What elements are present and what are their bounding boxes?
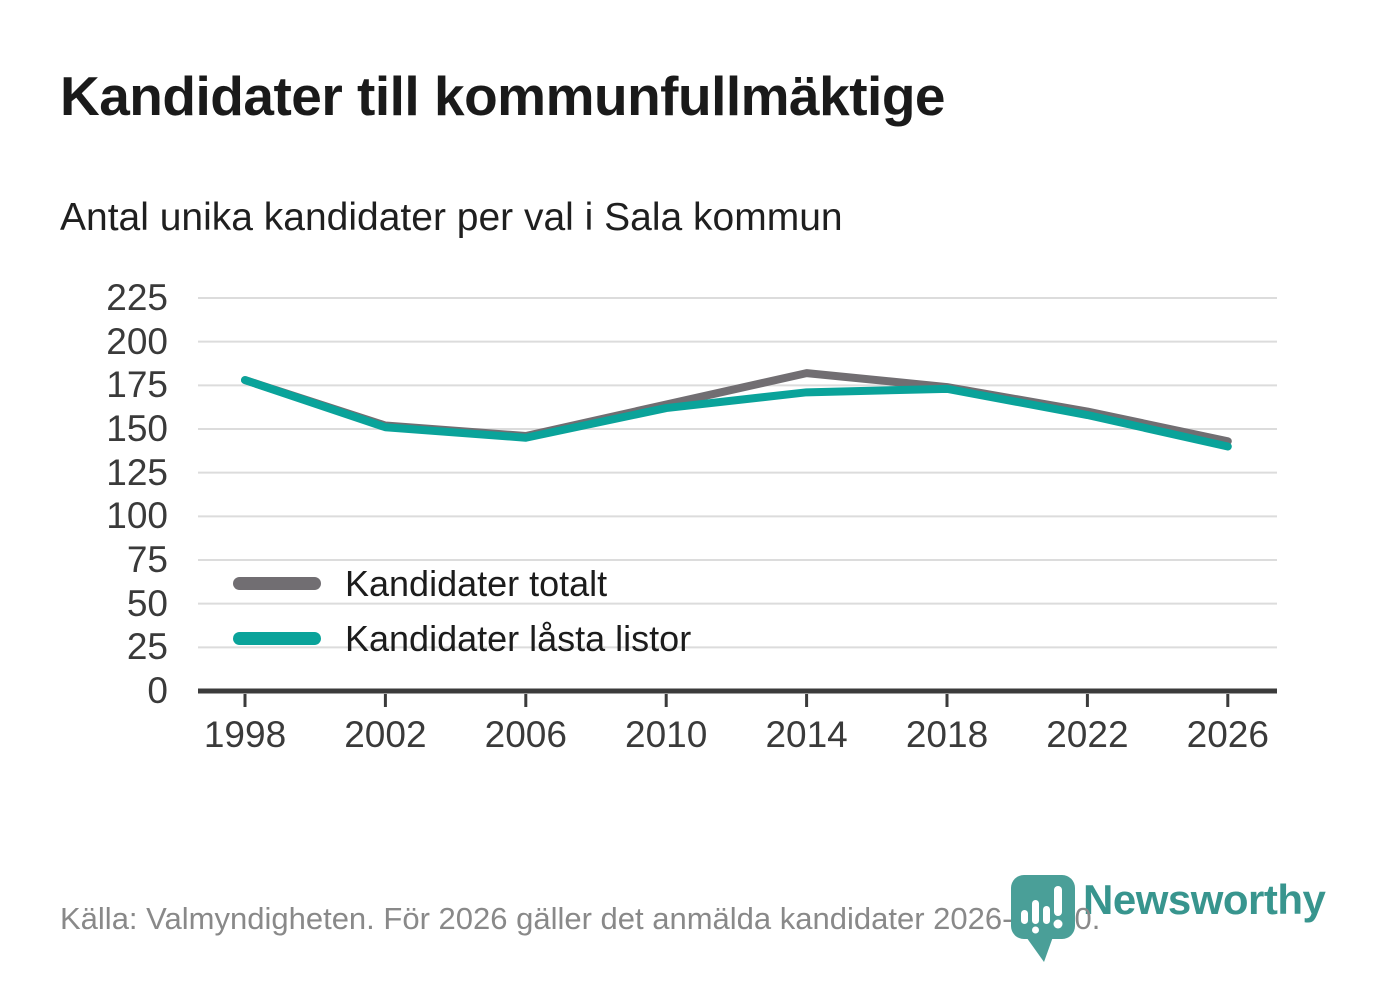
- series-line-1: [241, 376, 1232, 451]
- y-axis-tick-label: 175: [106, 364, 168, 406]
- legend-swatch-teal-line-icon: [233, 632, 321, 645]
- page-subtitle: Antal unika kandidater per val i Sala ko…: [60, 196, 843, 239]
- pin-tail-shape: [1024, 934, 1054, 962]
- x-axis-tick-label: 2022: [1046, 714, 1129, 755]
- legend-label: Kandidater totalt: [345, 562, 608, 604]
- x-axis-tick-label: 2010: [625, 714, 708, 755]
- y-axis-tick-label: 125: [106, 451, 168, 493]
- newsworthy-wordmark: Newsworthy: [1083, 876, 1326, 923]
- x-axis-tick-label: 2002: [344, 714, 427, 755]
- y-axis-tick-label: 75: [126, 539, 168, 580]
- x-axis-tick-label: 2018: [905, 714, 989, 755]
- y-axis-tick-label: 25: [126, 626, 168, 668]
- y-axis-tick-label: 225: [106, 277, 168, 318]
- legend-label: Kandidater låsta listor: [345, 617, 692, 659]
- pin-bubble-shape: [1011, 875, 1075, 939]
- newsworthy-pin-icon: [1011, 875, 1075, 962]
- bar-chart-icon: [1021, 886, 1063, 934]
- legend-item-lasta-listor: Kandidater låsta listor: [233, 611, 691, 666]
- x-axis-tick-label: 2006: [484, 714, 567, 755]
- x-axis-tick-label: 2026: [1186, 714, 1269, 755]
- y-axis-tick-label: 0: [147, 670, 168, 711]
- legend-swatch-gray-line-icon: [233, 577, 321, 590]
- chart-legend: Kandidater totalt Kandidater låsta listo…: [233, 556, 691, 666]
- y-axis-tick-label: 100: [106, 495, 168, 537]
- y-axis-tick-label: 50: [126, 582, 168, 624]
- x-axis-tick-label: 2014: [765, 714, 848, 755]
- source-note: Källa: Valmyndigheten. För 2026 gäller d…: [60, 901, 1101, 936]
- page-title: Kandidater till kommunfullmäktige: [60, 65, 946, 127]
- legend-item-totalt: Kandidater totalt: [233, 556, 691, 611]
- y-axis-tick-label: 150: [106, 408, 168, 449]
- x-axis-tick-label: 1998: [203, 714, 287, 755]
- y-axis-tick-label: 200: [106, 320, 168, 362]
